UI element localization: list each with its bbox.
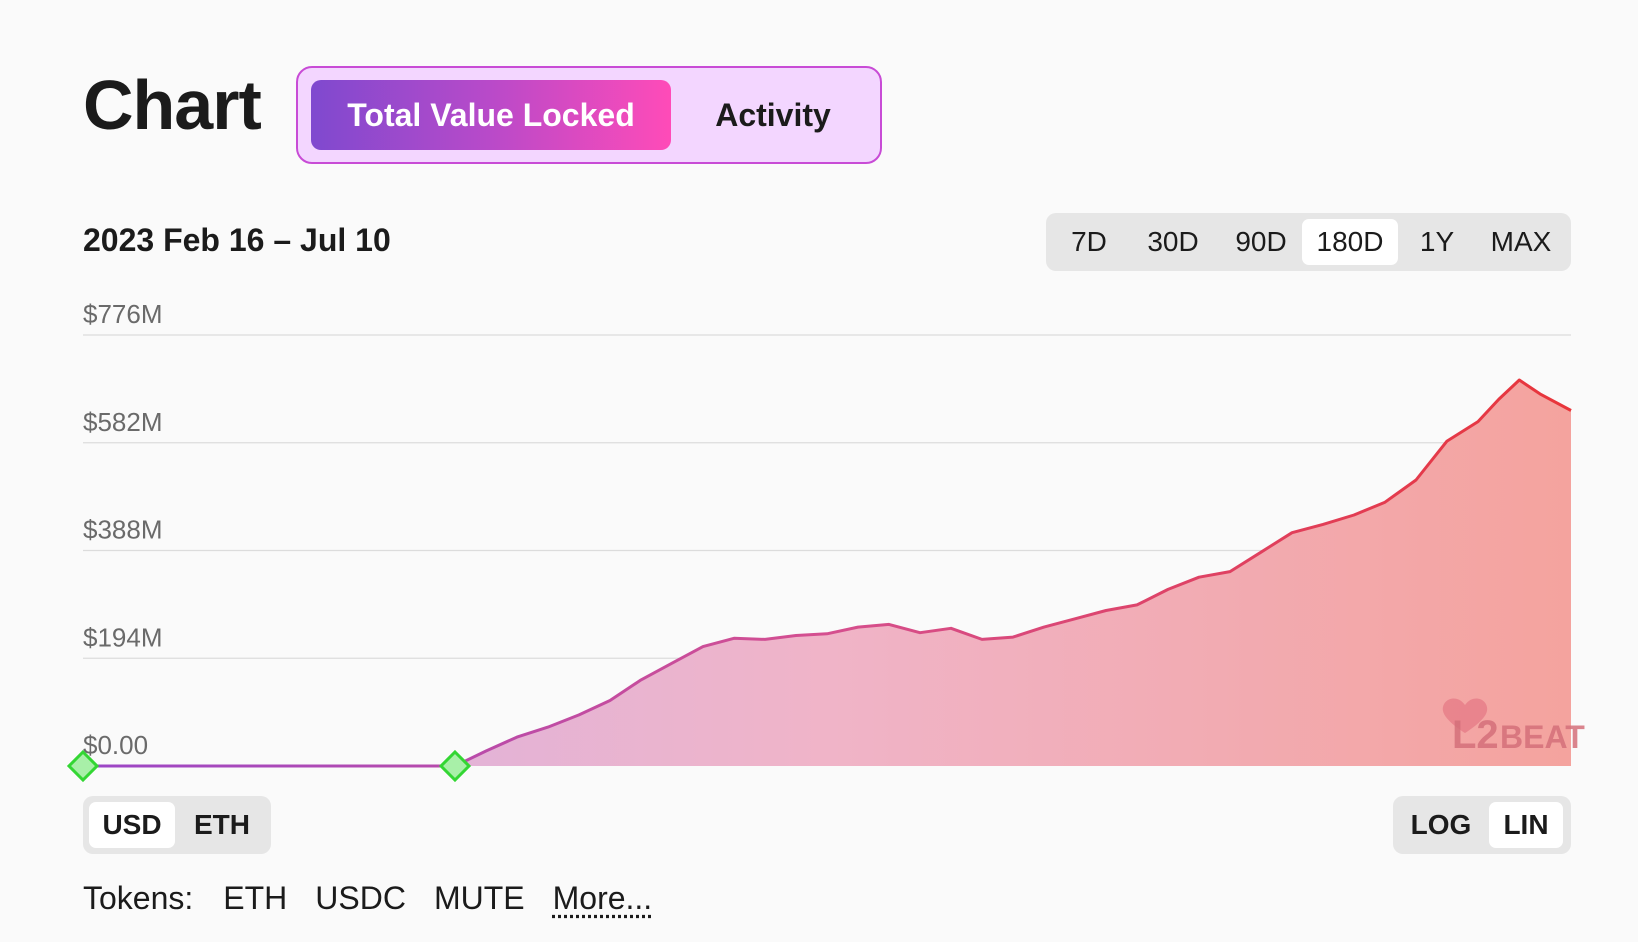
tvl-line	[83, 378, 1572, 768]
tvl-chart[interactable]: $0.00 $194M $388M $582M $776M L2 BEAT	[0, 0, 1638, 790]
tvl-tab[interactable]: Total Value Locked	[311, 80, 671, 150]
tvl-area	[83, 380, 1571, 766]
range-max-button[interactable]: MAX	[1490, 226, 1552, 257]
unit-switch: USD ETH	[83, 796, 271, 854]
y-tick-label: $0.00	[83, 730, 148, 760]
time-range-switch: 7D 30D 90D 180D 1Y MAX	[1046, 213, 1571, 271]
range-7d-button[interactable]: 7D	[1071, 226, 1107, 257]
y-tick-label: $582M	[83, 407, 163, 437]
tokens-label: Tokens:	[83, 880, 194, 916]
eth-button[interactable]: ETH	[194, 809, 250, 840]
range-30d-button[interactable]: 30D	[1147, 226, 1199, 257]
range-1y-button[interactable]: 1Y	[1419, 226, 1455, 257]
tokens-row: Tokens: ETH USDC MUTE More...	[83, 880, 652, 917]
token-mute[interactable]: MUTE	[433, 880, 525, 916]
token-usdc[interactable]: USDC	[315, 880, 406, 916]
range-marker[interactable]	[438, 749, 472, 783]
y-tick-label: $776M	[83, 299, 163, 329]
log-scale-button[interactable]: LOG	[1410, 809, 1472, 840]
more-tokens-link[interactable]: More...	[552, 880, 653, 916]
chart-mode-switch: Total Value Locked Activity	[296, 66, 882, 164]
range-marker[interactable]	[66, 749, 100, 783]
page-title: Chart	[83, 66, 262, 144]
usd-button[interactable]: USD	[89, 802, 175, 848]
logo-text: L2	[1452, 713, 1499, 757]
l2beat-logo: L2 BEAT	[1442, 698, 1585, 757]
lin-scale-button[interactable]: LIN	[1489, 802, 1563, 848]
y-tick-label: $194M	[83, 622, 163, 652]
range-180d-button[interactable]: 180D	[1302, 219, 1398, 265]
token-eth[interactable]: ETH	[223, 880, 288, 916]
date-range-label: 2023 Feb 16 – Jul 10	[83, 222, 391, 258]
scale-switch: LOG LIN	[1393, 796, 1571, 854]
activity-tab[interactable]: Activity	[715, 96, 831, 133]
range-90d-button[interactable]: 90D	[1235, 226, 1287, 257]
y-tick-label: $388M	[83, 515, 163, 545]
logo-text-beat: BEAT	[1500, 719, 1585, 755]
